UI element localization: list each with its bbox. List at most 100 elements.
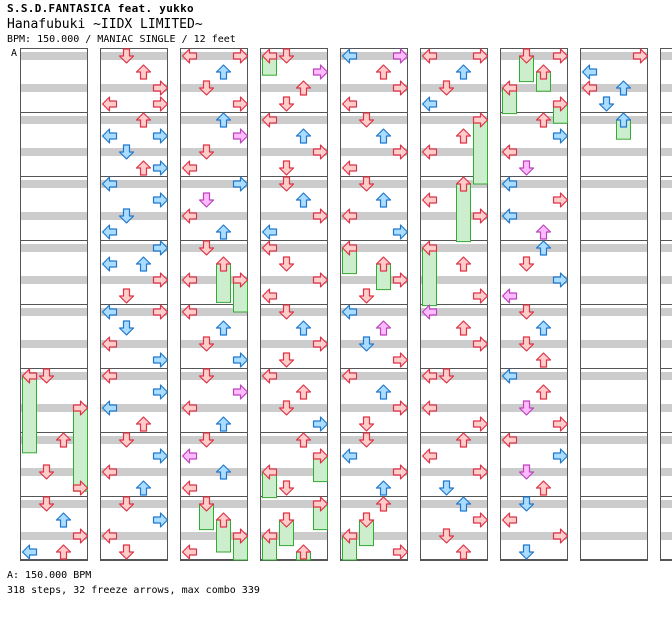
beat-stripe: [20, 116, 88, 124]
right-arrow-icon: [312, 144, 329, 160]
left-arrow-icon: [501, 368, 518, 384]
up-arrow-icon: [215, 464, 232, 480]
beat-stripe: [660, 532, 672, 540]
up-arrow-icon: [295, 544, 312, 560]
down-arrow-icon: [198, 432, 215, 448]
right-arrow-icon: [552, 96, 569, 112]
beat-stripe: [100, 244, 168, 252]
left-arrow-icon: [341, 368, 358, 384]
down-arrow-icon: [358, 512, 375, 528]
beat-stripe: [260, 148, 328, 156]
beat-stripe: [580, 404, 648, 412]
down-arrow-icon: [278, 304, 295, 320]
right-arrow-icon: [232, 528, 249, 544]
down-arrow-icon: [358, 432, 375, 448]
up-arrow-icon: [55, 512, 72, 528]
left-arrow-icon: [101, 368, 118, 384]
left-arrow-icon: [181, 48, 198, 64]
beat-stripe: [420, 468, 488, 476]
down-arrow-icon: [118, 432, 135, 448]
right-arrow-icon: [152, 160, 169, 176]
left-arrow-icon: [261, 112, 278, 128]
up-arrow-icon: [535, 384, 552, 400]
beat-stripe: [340, 468, 408, 476]
beat-stripe: [100, 468, 168, 476]
up-arrow-icon: [455, 320, 472, 336]
up-arrow-icon: [535, 352, 552, 368]
beat-stripe: [260, 500, 328, 508]
left-arrow-icon: [501, 432, 518, 448]
down-arrow-icon: [518, 400, 535, 416]
right-arrow-icon: [312, 496, 329, 512]
right-arrow-icon: [232, 48, 249, 64]
left-arrow-icon: [421, 96, 438, 112]
down-arrow-icon: [118, 288, 135, 304]
down-arrow-icon: [38, 368, 55, 384]
right-arrow-icon: [232, 272, 249, 288]
beat-stripe: [20, 84, 88, 92]
down-arrow-icon: [198, 192, 215, 208]
up-arrow-icon: [135, 112, 152, 128]
left-arrow-icon: [261, 224, 278, 240]
column-border: [580, 48, 648, 560]
beat-stripe: [580, 308, 648, 316]
beat-stripe: [20, 532, 88, 540]
beat-stripe: [100, 372, 168, 380]
beat-stripe: [180, 212, 248, 220]
down-arrow-icon: [438, 528, 455, 544]
up-arrow-icon: [375, 320, 392, 336]
up-arrow-icon: [375, 128, 392, 144]
up-arrow-icon: [295, 432, 312, 448]
beat-stripe: [580, 84, 648, 92]
beat-stripe: [660, 404, 672, 412]
down-arrow-icon: [278, 176, 295, 192]
up-arrow-icon: [535, 480, 552, 496]
down-arrow-icon: [278, 400, 295, 416]
left-arrow-icon: [501, 176, 518, 192]
up-arrow-icon: [295, 320, 312, 336]
beat-stripe: [180, 404, 248, 412]
freeze-arrow-body: [456, 183, 471, 243]
up-arrow-icon: [295, 128, 312, 144]
right-arrow-icon: [152, 272, 169, 288]
beat-stripe: [580, 340, 648, 348]
beat-stripe: [420, 276, 488, 284]
left-arrow-icon: [101, 224, 118, 240]
beat-stripe: [660, 244, 672, 252]
left-arrow-icon: [261, 48, 278, 64]
up-arrow-icon: [215, 416, 232, 432]
left-arrow-icon: [101, 256, 118, 272]
right-arrow-icon: [472, 336, 489, 352]
beat-stripe: [100, 180, 168, 188]
chart-column: [20, 48, 88, 561]
up-arrow-icon: [375, 384, 392, 400]
up-arrow-icon: [55, 544, 72, 560]
beat-stripe: [260, 84, 328, 92]
right-arrow-icon: [152, 384, 169, 400]
up-arrow-icon: [375, 64, 392, 80]
beat-stripe: [580, 244, 648, 252]
beat-stripe: [500, 372, 568, 380]
beat-stripe: [580, 436, 648, 444]
right-arrow-icon: [152, 80, 169, 96]
right-arrow-icon: [232, 384, 249, 400]
beat-stripe: [20, 276, 88, 284]
beat-stripe: [180, 180, 248, 188]
beat-stripe: [500, 116, 568, 124]
right-arrow-icon: [552, 128, 569, 144]
left-arrow-icon: [261, 368, 278, 384]
left-arrow-icon: [581, 64, 598, 80]
beat-stripe: [260, 116, 328, 124]
right-arrow-icon: [152, 128, 169, 144]
down-arrow-icon: [198, 336, 215, 352]
column-border: [100, 48, 168, 560]
chart-meta: BPM: 150.000 / MANIAC SINGLE / 12 feet: [7, 34, 236, 45]
right-arrow-icon: [312, 416, 329, 432]
beat-stripe: [340, 500, 408, 508]
left-arrow-icon: [421, 400, 438, 416]
down-arrow-icon: [278, 480, 295, 496]
left-arrow-icon: [341, 448, 358, 464]
right-arrow-icon: [392, 400, 409, 416]
song-artist: S.S.D.FANTASICA feat. yukko: [7, 2, 194, 15]
beat-stripe: [20, 340, 88, 348]
